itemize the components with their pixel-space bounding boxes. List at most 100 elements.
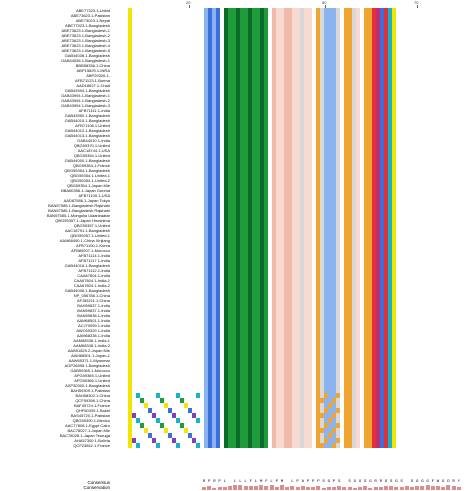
sequence-name[interactable]: QBG59357.1-United bbox=[73, 223, 110, 228]
residue-cell bbox=[224, 223, 228, 228]
sequence-name[interactable]: QBG59354.1-United bbox=[73, 153, 110, 158]
sequence-name[interactable]: QBG59354.1-Japan Mie bbox=[66, 183, 110, 188]
sequence-name[interactable]: AAW65371.1-Myanmar bbox=[68, 358, 110, 363]
sequence-name[interactable]: AAM68490.1-China Xinjiang bbox=[59, 238, 110, 243]
sequence-name[interactable]: ABE73623.1-Bangladesh-4 bbox=[61, 43, 110, 48]
sequence-name[interactable]: ABE73623.1-Bangladesh-3 bbox=[61, 38, 110, 43]
sequence-name[interactable]: BAH58302.1-China bbox=[75, 393, 110, 398]
sequence-name[interactable]: ABE77323.1-Unkld bbox=[75, 8, 110, 13]
sequence-name[interactable]: ABE73623.1-Pakistan bbox=[70, 13, 110, 18]
sequence-name[interactable]: GAB43994.1-Bangladesh-1 bbox=[61, 93, 110, 98]
residue-cell bbox=[352, 363, 356, 368]
sequence-name[interactable]: BAS45720.1-Pakistan bbox=[70, 413, 110, 418]
sequence-name[interactable]: ABE77323.1-Bangladesh bbox=[65, 23, 110, 28]
sequence-name[interactable]: GAB43994.1-Bangladesh-3 bbox=[61, 103, 110, 108]
sequence-name[interactable]: QBG59357.1-Japan Hiroshima bbox=[55, 218, 110, 223]
sequence-name[interactable]: AAD87586.1-Japan Tokyo bbox=[63, 198, 110, 203]
sequence-name[interactable]: GAB44016.1-Bangladesh bbox=[64, 263, 110, 268]
sequence-name[interactable]: BBA60356.1-Japan Gunma bbox=[61, 188, 110, 193]
sequence-name[interactable]: BAC78026.1-Japan Tsuruga bbox=[59, 433, 110, 438]
sequence-name[interactable]: QBG59390.1-Mexico bbox=[72, 418, 110, 423]
sequence-name[interactable]: BAN59838.1-India bbox=[77, 313, 110, 318]
sequence-name[interactable]: GAB44015.1-Bangladesh bbox=[64, 118, 110, 123]
sequence-name[interactable]: AAM68338.1-India-1 bbox=[73, 338, 110, 343]
residue-cell bbox=[328, 358, 332, 363]
sequence-name[interactable]: QCF23842.1-France bbox=[73, 443, 110, 448]
sequence-name[interactable]: ABE73023.1-Nepal bbox=[75, 18, 110, 23]
sequence-name[interactable]: AFB89207.1-Morocco bbox=[71, 248, 110, 253]
sequence-name[interactable]: AAM68338.1-India-2 bbox=[73, 343, 110, 348]
sequence-name[interactable]: AFB71111.1-India bbox=[78, 108, 110, 113]
sequence-name[interactable]: CAA67804.1-India-2 bbox=[73, 283, 110, 288]
sequence-name[interactable]: AAB51825.2-Japan Mie bbox=[67, 348, 110, 353]
sequence-name[interactable]: QHF50339.1-Brazil bbox=[75, 408, 110, 413]
sequence-name[interactable]: AFB71112.1-India bbox=[78, 268, 110, 273]
sequence-name[interactable]: QBG59370.1-United bbox=[73, 143, 110, 148]
sequence-name[interactable]: APG59365.1-United bbox=[74, 373, 110, 378]
sequence-name[interactable]: BBB58336.1-China bbox=[75, 63, 110, 68]
sequence-name[interactable]: GAB43990.1-Bangladesh bbox=[64, 113, 110, 118]
sequence-name[interactable]: QBG59354.1-United-2 bbox=[70, 178, 110, 183]
sequence-name[interactable]: AFB71100.1-Korea bbox=[76, 243, 110, 248]
sequence-name[interactable]: BAH59837.1-India bbox=[77, 303, 110, 308]
sequence-name[interactable]: GAB59365.1-Morocco bbox=[70, 368, 110, 373]
sequence-name[interactable]: GAB44000.1-Bangladesh bbox=[64, 158, 110, 163]
sequence-name[interactable]: AFB71108.1-United bbox=[75, 123, 110, 128]
sequence-name[interactable]: AFB71123.1-Burma bbox=[74, 78, 110, 83]
residue-cell bbox=[208, 138, 212, 143]
sequence-name[interactable]: AAC18791.1-Bangladesh bbox=[64, 228, 110, 233]
sequence-name[interactable]: GAB44036.1-Bangladesh-1 bbox=[61, 58, 110, 63]
residue-cell bbox=[244, 338, 248, 343]
residue-cell bbox=[300, 173, 304, 178]
sequence-name[interactable]: GAB44006.1-Bangladesh bbox=[64, 288, 110, 293]
sequence-name[interactable]: ABP29326.1- bbox=[86, 73, 110, 78]
sequence-name[interactable]: AAM68501.1-India bbox=[76, 318, 110, 323]
conservation-bar bbox=[217, 486, 222, 490]
sequence-name[interactable]: BAH59309.1-Pakistan bbox=[70, 388, 110, 393]
sequence-name[interactable]: GAB44012.1-Bangladesh bbox=[64, 128, 110, 133]
sequence-name[interactable]: GAB43994.1-Bangladesh bbox=[64, 88, 110, 93]
sequence-name[interactable]: ACJ70099.1-India bbox=[77, 323, 110, 328]
sequence-name[interactable]: GAB43994.1-Bangladesh-2 bbox=[61, 98, 110, 103]
sequence-name[interactable]: GAB44013.1-Bangladesh bbox=[64, 133, 110, 138]
sequence-name[interactable]: QBG59357.1-United-1 bbox=[70, 233, 110, 238]
sequence-name[interactable]: BAF45724.1-France bbox=[73, 403, 110, 408]
sequence-name[interactable]: AAM68501.1-Japan-1 bbox=[71, 353, 110, 358]
residue-cell bbox=[384, 33, 388, 38]
sequence-name[interactable]: GAB44010.1-India bbox=[77, 138, 110, 143]
sequence-name[interactable]: QBG59354.1-United-1 bbox=[70, 173, 110, 178]
sequence-name[interactable]: AFB71114.1-India bbox=[78, 253, 110, 258]
sequence-name[interactable]: GAB44036.1-Bangladesh bbox=[64, 53, 110, 58]
residue-cell bbox=[380, 258, 384, 263]
alignment-grid[interactable]: 4646464646464646464646464646464646464646… bbox=[112, 8, 474, 478]
sequence-name[interactable]: BAN57585.1-Bangladesh Rajshahi bbox=[48, 208, 110, 213]
sequence-name[interactable]: AGP26895.1-Bangladesh bbox=[64, 363, 110, 368]
residue-cell bbox=[328, 203, 332, 208]
residue-cell bbox=[128, 413, 132, 418]
sequence-name[interactable]: AAC18744.1-USA bbox=[77, 148, 110, 153]
sequence-name[interactable]: CAA67804.1-India bbox=[77, 273, 110, 278]
sequence-name[interactable]: AFB71109.1-USA bbox=[78, 193, 111, 198]
sequence-name[interactable]: APG59366.1-United bbox=[74, 378, 110, 383]
sequence-name[interactable]: AAC77808.1-Egypt Cairo bbox=[65, 423, 110, 428]
sequence-name[interactable]: ABE73623.1-Bangladesh-2 bbox=[61, 33, 110, 38]
sequence-name[interactable]: QCF59398.1-China bbox=[75, 398, 110, 403]
sequence-name[interactable]: BAC78027.1-Japan Mie bbox=[67, 428, 110, 433]
sequence-name[interactable]: ABE73623.1-Bangladesh-5 bbox=[61, 48, 110, 53]
sequence-name[interactable]: AWC69329.1-India bbox=[76, 328, 110, 333]
sequence-name[interactable]: AAM68338.1-India bbox=[76, 333, 110, 338]
sequence-name[interactable]: BAN57585.1-Mongolia Ulaanbaatar bbox=[46, 213, 110, 218]
sequence-name[interactable]: ABP15829.1-INRA bbox=[76, 68, 110, 73]
sequence-name[interactable]: QBG59354.1-Bangladesh bbox=[64, 168, 110, 173]
sequence-name[interactable]: CAA67804.1-India-1 bbox=[73, 278, 110, 283]
sequence-name[interactable]: ABE73623.1-Bangladesh-1 bbox=[61, 28, 110, 33]
sequence-name[interactable]: QBG59354.1-France bbox=[72, 163, 110, 168]
sequence-name[interactable]: BAN59837.1-India bbox=[77, 308, 110, 313]
sequence-name[interactable]: AAD18627.1-Chad bbox=[76, 83, 110, 88]
sequence-name[interactable]: NP_056788.1-China bbox=[73, 293, 110, 298]
sequence-name[interactable]: BAN57585.1-Bangladesh Rajshahi bbox=[48, 203, 110, 208]
sequence-name[interactable]: AFB71117.1-India bbox=[78, 258, 110, 263]
sequence-name[interactable]: AFJ55211.1-China bbox=[76, 298, 110, 303]
sequence-name[interactable]: AXP30300.1-Bangladesh bbox=[65, 383, 110, 388]
sequence-name[interactable]: AHA57300.1-Bolivia bbox=[74, 438, 110, 443]
